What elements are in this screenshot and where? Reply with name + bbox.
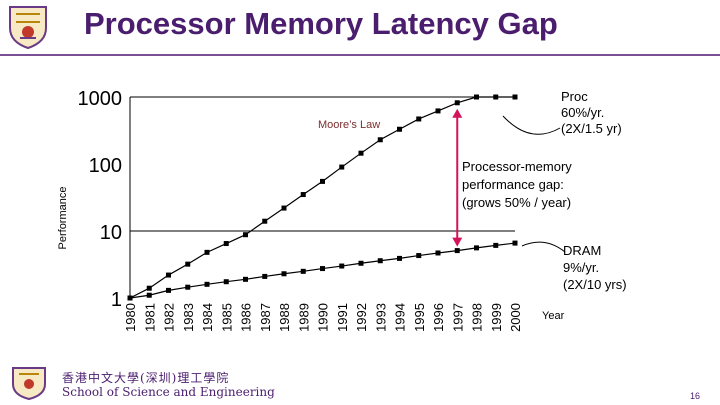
data-point-proc xyxy=(300,192,306,198)
proc-rate-label: 60%/yr. xyxy=(561,105,604,120)
data-point-dram xyxy=(320,266,325,272)
data-point-dram xyxy=(204,281,210,287)
data-point-dram xyxy=(223,279,229,285)
slide-title: Processor Memory Latency Gap xyxy=(84,6,558,41)
data-point-proc xyxy=(146,285,152,291)
data-point-proc xyxy=(166,272,171,278)
data-point-proc xyxy=(185,261,191,267)
dram-rate-label: DRAM xyxy=(563,243,601,258)
data-point-proc xyxy=(223,241,229,247)
data-point-dram xyxy=(166,287,171,293)
gap-label: performance gap: xyxy=(462,177,564,192)
data-point-proc xyxy=(243,232,248,238)
x-tick-label: 1995 xyxy=(412,303,427,332)
data-point-dram xyxy=(397,255,402,261)
x-tick-label: 1999 xyxy=(489,303,504,332)
data-point-dram xyxy=(185,284,191,290)
x-tick-label: 1997 xyxy=(450,303,465,332)
data-point-proc xyxy=(454,100,460,106)
data-point-dram xyxy=(512,240,518,246)
data-point-proc xyxy=(281,205,287,211)
x-tick-label: 1981 xyxy=(142,303,157,332)
data-point-dram xyxy=(377,258,383,264)
data-point-proc xyxy=(474,94,479,100)
x-tick-label: 1994 xyxy=(393,303,408,332)
x-tick-label: 1990 xyxy=(316,303,331,332)
moores-law-label: Moore’s Law xyxy=(318,119,380,131)
data-point-proc xyxy=(397,126,402,132)
x-tick-label: 1992 xyxy=(354,303,369,332)
gap-arrow-head-down xyxy=(452,237,463,247)
data-point-dram xyxy=(127,295,133,301)
footer-crest-icon xyxy=(12,367,46,400)
data-point-proc xyxy=(512,94,518,100)
data-point-proc xyxy=(377,137,383,143)
data-point-dram xyxy=(339,263,345,269)
footer-school-english: School of Science and Engineering xyxy=(62,385,275,399)
data-point-dram xyxy=(358,260,364,266)
x-tick-label: 1996 xyxy=(431,303,446,332)
y-axis-label: Performance xyxy=(57,187,69,250)
data-point-dram xyxy=(493,242,499,248)
x-tick-label: 1988 xyxy=(277,303,292,332)
x-tick-label: 1986 xyxy=(239,303,254,332)
proc-callout-curve xyxy=(502,115,561,135)
y-tick-label: 10 xyxy=(100,222,122,244)
proc-rate-label: Proc xyxy=(561,89,588,104)
data-point-dram xyxy=(435,250,441,256)
page-number: 16 xyxy=(690,391,701,401)
dram-rate-label: (2X/10 yrs) xyxy=(563,277,627,292)
dram-rate-label: 9%/yr. xyxy=(563,260,599,275)
x-tick-label: 1993 xyxy=(373,303,388,332)
gap-arrow-head-up xyxy=(452,108,463,118)
data-point-dram xyxy=(146,292,152,298)
y-tick-label: 1000 xyxy=(78,88,123,110)
x-tick-label: 1987 xyxy=(258,303,273,332)
data-point-proc xyxy=(204,249,210,255)
data-point-proc xyxy=(320,178,325,184)
footer-school-chinese: 香港中文大學(深圳)理工學院 xyxy=(62,371,230,385)
x-tick-label: 1991 xyxy=(335,303,350,332)
data-point-dram xyxy=(281,271,287,277)
data-point-dram xyxy=(416,253,422,259)
data-point-proc xyxy=(493,94,499,100)
x-tick-label: 1998 xyxy=(470,303,485,332)
data-point-dram xyxy=(300,268,306,274)
proc-rate-label: (2X/1.5 yr) xyxy=(561,121,622,136)
x-tick-label: 1980 xyxy=(123,303,138,332)
data-point-dram xyxy=(262,273,268,279)
gap-label: (grows 50% / year) xyxy=(462,195,571,210)
x-tick-label: 2000 xyxy=(508,303,523,332)
y-tick-label: 100 xyxy=(89,155,122,177)
data-point-proc xyxy=(339,164,345,170)
data-point-dram xyxy=(243,276,248,282)
data-point-proc xyxy=(435,108,441,114)
x-tick-label: 1989 xyxy=(296,303,311,332)
data-point-dram xyxy=(454,248,460,254)
data-point-proc xyxy=(262,218,268,224)
dram-callout-curve xyxy=(521,241,566,253)
y-tick-label: 1 xyxy=(111,289,122,311)
data-point-dram xyxy=(474,245,479,251)
data-point-proc xyxy=(416,116,422,122)
university-crest-icon xyxy=(9,6,47,50)
x-tick-label: 1984 xyxy=(200,303,215,332)
gap-label: Processor-memory xyxy=(462,159,572,174)
x-tick-label: 1983 xyxy=(181,303,196,332)
x-axis-label: Year xyxy=(542,310,565,322)
title-divider xyxy=(0,54,720,56)
x-tick-label: 1982 xyxy=(162,303,177,332)
data-point-proc xyxy=(358,150,364,156)
x-tick-label: 1985 xyxy=(219,303,234,332)
